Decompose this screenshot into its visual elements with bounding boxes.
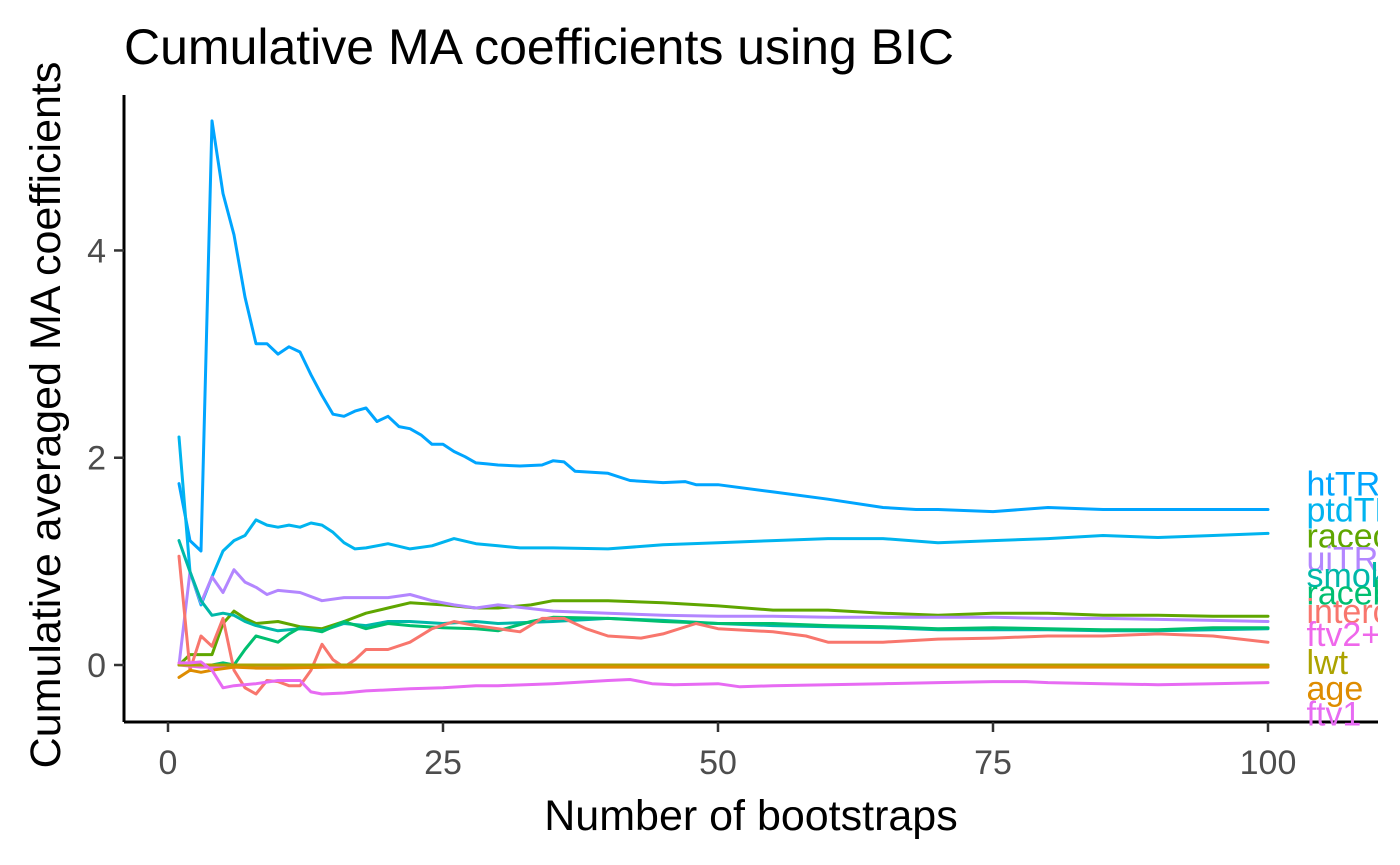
y-axis-label: Cumulative averaged MA coefficients [22, 62, 70, 769]
series-line-uitrue [177, 568, 1270, 667]
series-label-ftv1: ftv1 [1307, 696, 1362, 734]
series-label-raceblack: raceblack [1307, 574, 1400, 612]
series-line-raceblack [177, 615, 1270, 667]
series-line-intercept [177, 554, 1270, 696]
y-tick-label: 2 [87, 440, 106, 478]
series-line-age [177, 665, 1270, 679]
x-tick-label: 50 [699, 744, 737, 782]
series-line-ptdtrue [177, 435, 1270, 607]
series-labels: htTRUEptdTRUEraceotheruiTRUEsmokeTRUErac… [1307, 466, 1400, 734]
axes: 0 25 50 75 100 0 2 4 [87, 95, 1378, 782]
x-axis-label: Number of bootstraps [544, 792, 957, 840]
y-tick-label: 0 [87, 647, 106, 685]
x-tick-label: 0 [159, 744, 178, 782]
series-line-raceother [177, 599, 1270, 667]
series-label-smoketrue: smokeTRUE [1307, 557, 1400, 595]
y-tick-label: 4 [87, 232, 106, 270]
series-lines [177, 119, 1270, 696]
series-label-age: age [1307, 670, 1364, 708]
series-label-intercept: intercept [1307, 593, 1400, 631]
x-tick-label: 25 [424, 744, 462, 782]
series-label-httrue: htTRUE [1307, 466, 1400, 504]
series-label-ftv2-: ftv2+ [1307, 616, 1382, 654]
series-label-ptdtrue: ptdTRUE [1307, 492, 1400, 530]
series-label-uitrue: uiTRUE [1307, 540, 1400, 578]
series-line-ftv1 [177, 660, 1270, 696]
series-label-raceother: raceother [1307, 517, 1400, 555]
x-tick-label: 100 [1240, 744, 1297, 782]
series-line-httrue [177, 119, 1270, 553]
series-label-lwt: lwt [1307, 644, 1349, 682]
x-tick-label: 75 [974, 744, 1012, 782]
chart-title: Cumulative MA coefficients using BIC [124, 19, 954, 75]
